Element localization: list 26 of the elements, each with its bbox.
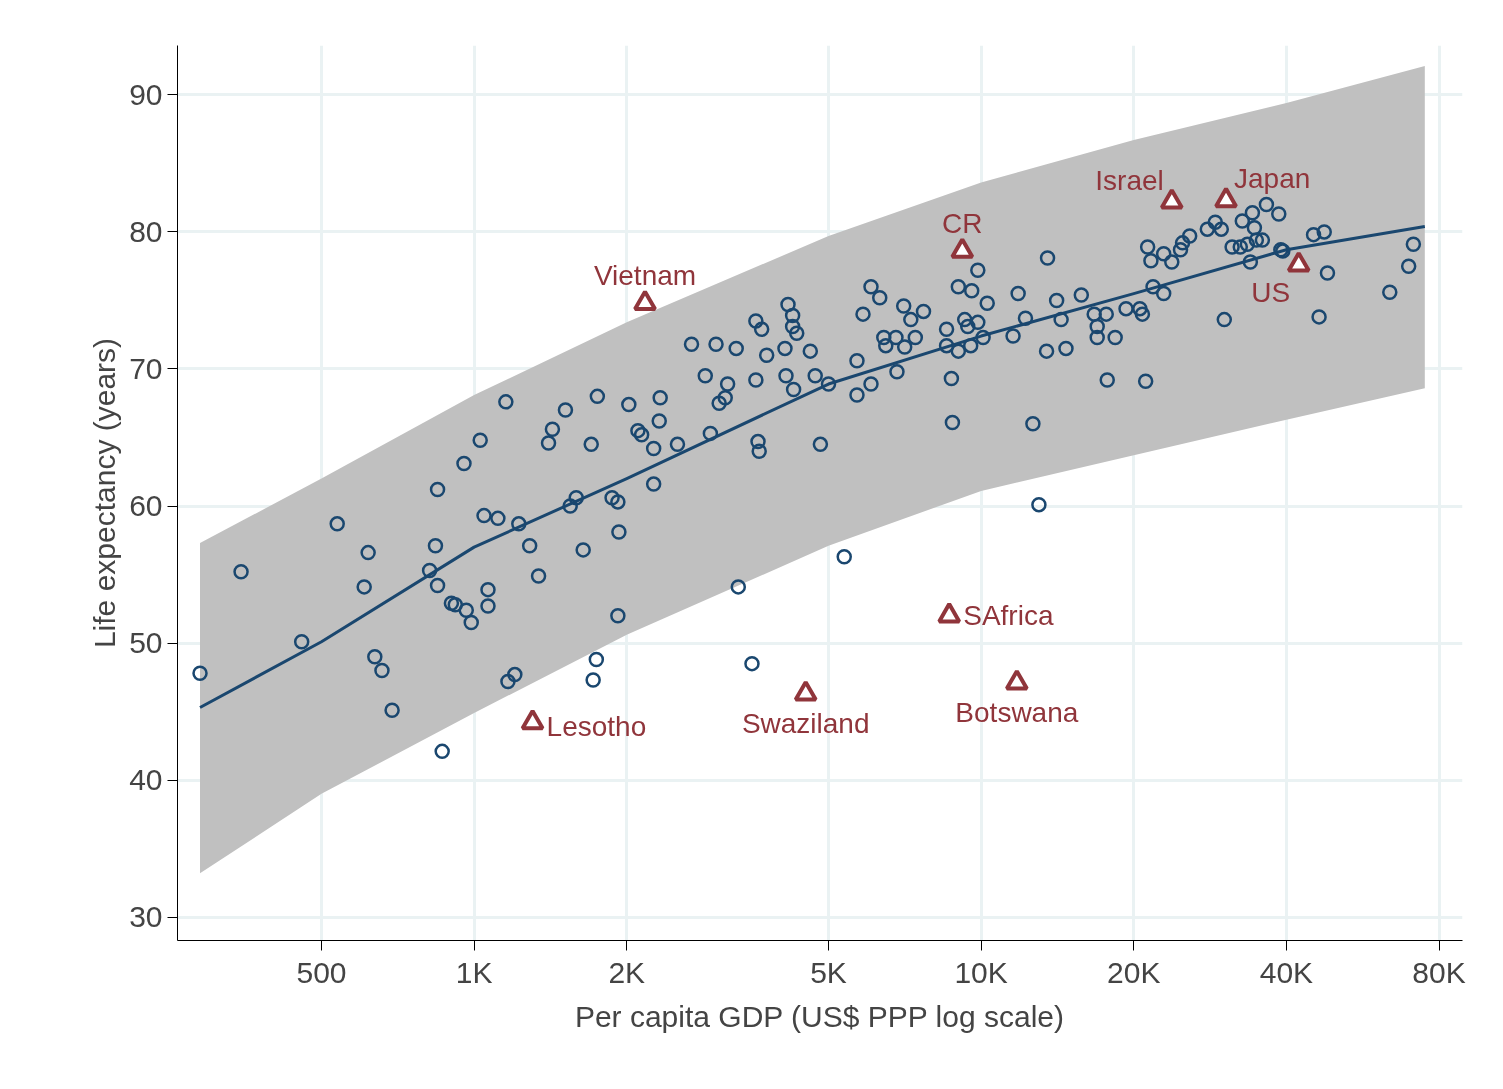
y-axis-title: Life expectancy (years)	[88, 337, 122, 649]
x-tick-label: 20K	[1107, 955, 1161, 989]
annotation: CR	[942, 208, 983, 240]
x-tick-label: 5K	[810, 955, 847, 989]
annotation: Vietnam	[593, 260, 697, 292]
annotation: SAfrica	[963, 600, 1054, 632]
y-tick-label: 90	[129, 77, 163, 111]
x-tick-label: 80K	[1412, 955, 1466, 989]
x-tick-label: 1K	[455, 955, 493, 989]
y-tick-label: 60	[129, 489, 163, 523]
x-tick-label: 40K	[1259, 955, 1314, 989]
x-axis-title: Per capita GDP (US$ PPP log scale)	[574, 999, 1065, 1033]
y-tick-label: 80	[129, 214, 163, 248]
y-tick-label: 30	[129, 900, 163, 934]
y-tick-label: 50	[129, 626, 163, 660]
annotation: Japan	[1234, 163, 1311, 195]
y-tick-label: 40	[129, 763, 163, 797]
x-tick-label: 2K	[608, 955, 646, 989]
x-tick-label: 10K	[954, 955, 1008, 989]
x-tick-label: 500	[296, 955, 347, 989]
annotation: Swaziland	[741, 707, 870, 739]
annotation: US	[1251, 276, 1291, 308]
annotation: Botswana	[955, 696, 1079, 728]
annotation: Lesotho	[546, 711, 647, 743]
y-tick-label: 70	[129, 351, 163, 385]
annotation: Israel	[1095, 164, 1164, 196]
